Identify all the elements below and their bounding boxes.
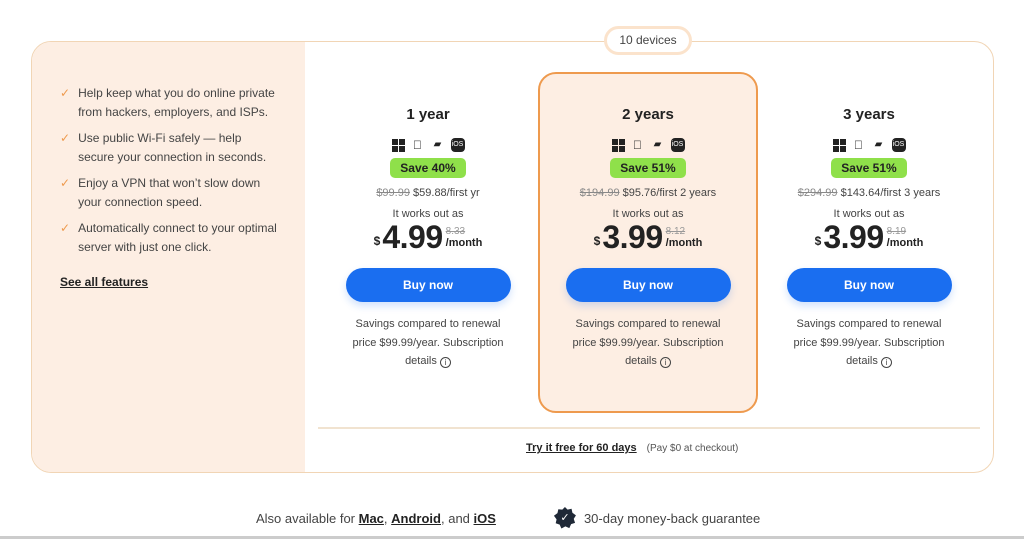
original-price: $294.99 — [797, 187, 838, 199]
price-line: $99.99 $59.88/first yr — [318, 187, 538, 199]
feature-item: ✓ Help keep what you do online private fr… — [60, 84, 280, 122]
price-line: $294.99 $143.64/first 3 years — [759, 187, 979, 199]
works-out-label: It works out as — [612, 208, 684, 220]
buy-now-button[interactable]: Buy now — [345, 268, 511, 302]
info-icon[interactable]: i — [659, 357, 671, 368]
feature-item: ✓ Use public Wi-Fi safely — help secure y… — [60, 129, 280, 167]
save-badge: Save 51% — [610, 158, 686, 178]
buy-now-button[interactable]: Buy now — [786, 268, 952, 302]
buy-now-button[interactable]: Buy now — [565, 268, 731, 302]
check-icon: ✓ — [60, 176, 71, 190]
features-panel: ✓ Help keep what you do online private fr… — [32, 42, 305, 472]
old-monthly-price: 8.19 — [886, 226, 907, 237]
try-free-link[interactable]: Try it free for 60 days — [526, 442, 637, 454]
ios-icon: iOS — [891, 138, 906, 152]
price-line: $194.99 $95.76/first 2 years — [538, 187, 758, 199]
android-icon: ▰ — [874, 139, 883, 150]
check-icon: ✓ — [60, 131, 71, 145]
monthly-price: $ 4.99 8.33/month — [373, 219, 483, 255]
plan-title: 1 year — [406, 106, 450, 123]
see-all-features-link[interactable]: See all features — [60, 275, 149, 289]
original-price: $99.99 — [376, 187, 410, 199]
windows-icon — [391, 138, 405, 152]
plan-card: 1 year  ▰ iOS Save 40% $99.99 $59.88/fi… — [318, 106, 538, 371]
save-badge: Save 51% — [831, 158, 907, 178]
info-icon[interactable]: i — [439, 357, 451, 368]
monthly-price: $ 3.99 8.12/month — [593, 219, 703, 255]
android-icon: ▰ — [433, 139, 442, 150]
plan-title: 3 years — [843, 106, 895, 123]
save-badge: Save 40% — [390, 158, 466, 178]
divider — [318, 427, 980, 429]
price-amount: 3.99 — [602, 219, 663, 255]
pricing-container: ✓ Help keep what you do online private fr… — [31, 41, 994, 473]
apple-icon:  — [852, 138, 866, 152]
feature-item: ✓ Automatically connect to your optimal s… — [60, 219, 280, 257]
android-link[interactable]: Android — [391, 510, 441, 526]
platform-icons:  ▰ iOS — [759, 137, 979, 153]
ios-icon: iOS — [670, 138, 685, 152]
plan-title: 2 years — [622, 106, 674, 123]
ios-link[interactable]: iOS — [473, 510, 496, 526]
apple-icon:  — [631, 138, 645, 152]
windows-icon — [611, 138, 625, 152]
first-term-price: $143.64/first 3 years — [840, 187, 941, 199]
monthly-price: $ 3.99 8.19/month — [814, 219, 924, 255]
bottom-border — [0, 536, 1024, 539]
savings-note: Savings compared to renewal price $99.99… — [572, 318, 724, 368]
info-icon[interactable]: i — [880, 357, 892, 368]
footer: Also available for Mac, Android, and iOS… — [256, 507, 760, 529]
trial-note: (Pay $0 at checkout) — [646, 443, 739, 454]
works-out-label: It works out as — [833, 208, 905, 220]
feature-item: ✓ Enjoy a VPN that won’t slow down your c… — [60, 174, 280, 212]
old-monthly-price: 8.12 — [665, 226, 686, 237]
price-amount: 3.99 — [823, 219, 884, 255]
first-term-price: $95.76/first 2 years — [622, 187, 717, 199]
android-icon: ▰ — [653, 139, 662, 150]
works-out-label: It works out as — [392, 208, 464, 220]
old-monthly-price: 8.33 — [445, 226, 466, 237]
mac-link[interactable]: Mac — [358, 510, 384, 526]
price-amount: 4.99 — [382, 219, 443, 255]
platform-icons:  ▰ iOS — [538, 137, 758, 153]
guarantee-text: 30-day money-back guarantee — [583, 510, 761, 526]
guarantee-badge-icon: ✓ — [553, 507, 576, 529]
savings-note: Savings compared to renewal price $99.99… — [352, 318, 504, 368]
platform-icons:  ▰ iOS — [318, 137, 538, 153]
devices-selector[interactable]: 10 devices — [604, 26, 692, 55]
original-price: $194.99 — [579, 187, 620, 199]
plan-card: 2 years  ▰ iOS Save 51% $194.99 $95.76/… — [538, 106, 758, 371]
first-term-price: $59.88/first yr — [413, 187, 480, 199]
windows-icon — [832, 138, 846, 152]
highlighted-plan-card — [538, 72, 758, 413]
check-icon: ✓ — [60, 221, 71, 235]
plan-card: 3 years  ▰ iOS Save 51% $294.99 $143.64… — [759, 106, 979, 371]
savings-note: Savings compared to renewal price $99.99… — [793, 318, 945, 368]
ios-icon: iOS — [450, 138, 465, 152]
apple-icon:  — [411, 138, 425, 152]
check-icon: ✓ — [60, 86, 71, 100]
